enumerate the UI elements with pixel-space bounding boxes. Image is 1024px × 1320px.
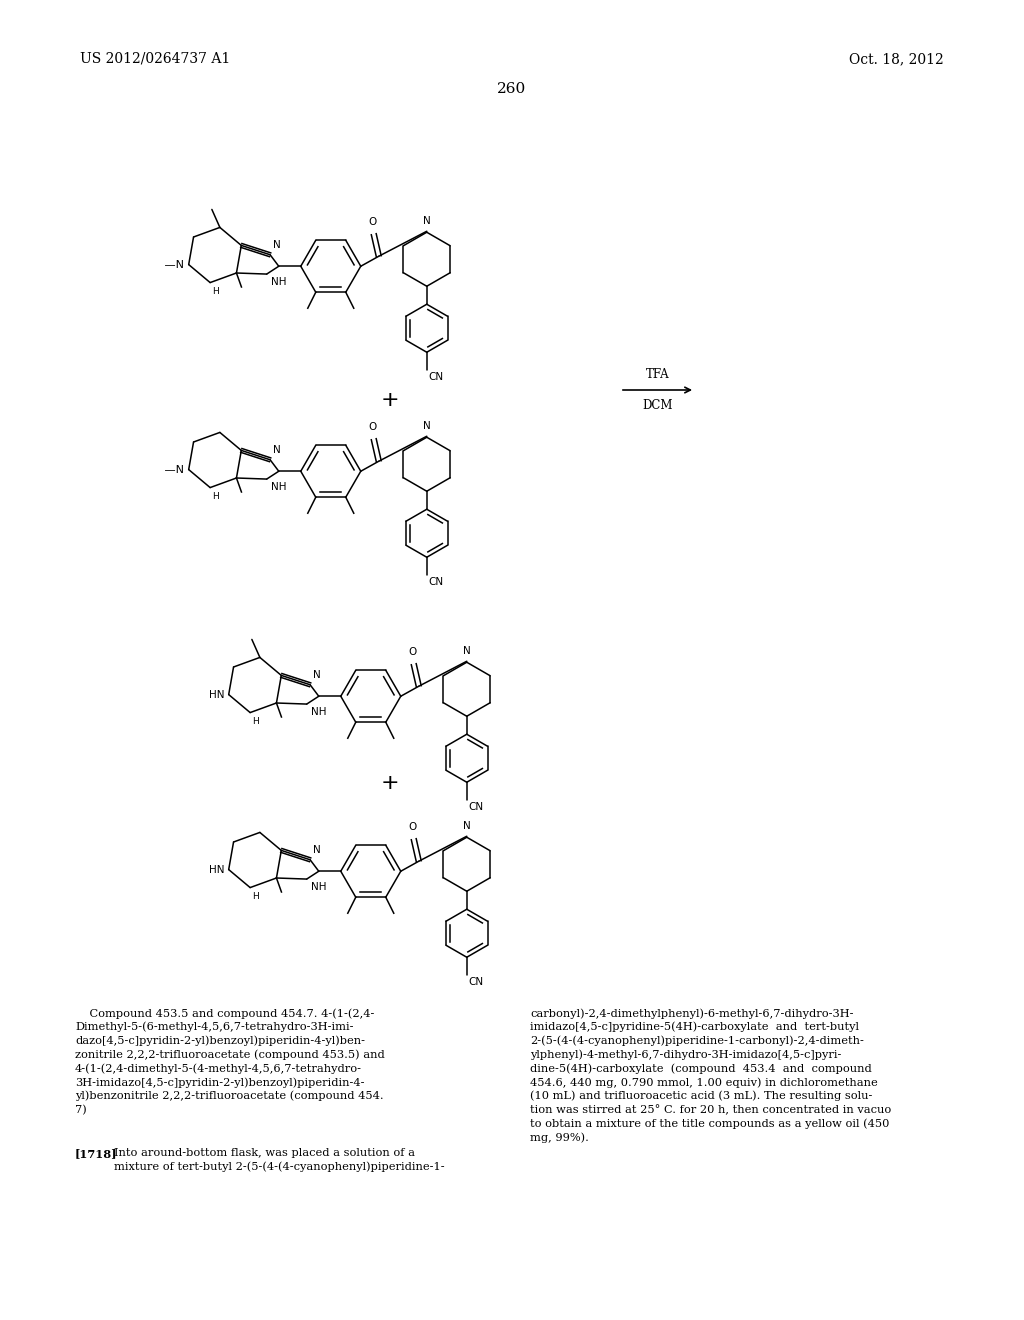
Text: NH: NH bbox=[270, 482, 287, 492]
Text: N: N bbox=[313, 669, 321, 680]
Text: Boc: Boc bbox=[164, 260, 183, 269]
Text: N: N bbox=[423, 216, 431, 226]
Text: +: + bbox=[381, 389, 399, 411]
Text: H: H bbox=[212, 491, 219, 500]
Text: US 2012/0264737 A1: US 2012/0264737 A1 bbox=[80, 51, 230, 66]
Text: Oct. 18, 2012: Oct. 18, 2012 bbox=[849, 51, 944, 66]
Text: —N: —N bbox=[154, 260, 183, 269]
Text: N: N bbox=[273, 240, 281, 249]
Text: O: O bbox=[369, 218, 377, 227]
Text: N: N bbox=[313, 845, 321, 855]
Text: O: O bbox=[409, 647, 417, 657]
Text: HN: HN bbox=[209, 865, 224, 875]
Text: —N: —N bbox=[154, 465, 183, 475]
Text: CN: CN bbox=[429, 372, 443, 383]
Text: CN: CN bbox=[469, 977, 484, 987]
Text: HN: HN bbox=[209, 689, 224, 700]
Text: H: H bbox=[252, 891, 259, 900]
Text: H: H bbox=[252, 717, 259, 726]
Text: DCM: DCM bbox=[642, 399, 673, 412]
Text: carbonyl)-2,4-dimethylphenyl)-6-methyl-6,7-dihydro-3H-
imidazo[4,5-c]pyridine-5(: carbonyl)-2,4-dimethylphenyl)-6-methyl-6… bbox=[530, 1008, 891, 1143]
Text: O: O bbox=[369, 422, 377, 432]
Text: [1718]: [1718] bbox=[75, 1148, 118, 1159]
Text: NH: NH bbox=[310, 882, 327, 892]
Text: CN: CN bbox=[469, 803, 484, 812]
Text: Compound 453.5 and compound 454.7. 4-(1-(2,4-
Dimethyl-5-(6-methyl-4,5,6,7-tetra: Compound 453.5 and compound 454.7. 4-(1-… bbox=[75, 1008, 385, 1115]
Text: +: + bbox=[381, 774, 399, 793]
Text: NH: NH bbox=[270, 277, 287, 286]
Text: H: H bbox=[212, 286, 219, 296]
Text: O: O bbox=[409, 822, 417, 832]
Text: TFA: TFA bbox=[646, 368, 670, 381]
Text: N: N bbox=[463, 821, 471, 832]
Text: NH: NH bbox=[310, 708, 327, 717]
Text: N: N bbox=[423, 421, 431, 432]
Text: 260: 260 bbox=[498, 82, 526, 96]
Text: CN: CN bbox=[429, 577, 443, 587]
Text: Into around-bottom flask, was placed a solution of a
mixture of tert-butyl 2-(5-: Into around-bottom flask, was placed a s… bbox=[114, 1148, 444, 1172]
Text: N: N bbox=[273, 445, 281, 455]
Text: N: N bbox=[463, 647, 471, 656]
Text: Boc: Boc bbox=[164, 465, 183, 474]
